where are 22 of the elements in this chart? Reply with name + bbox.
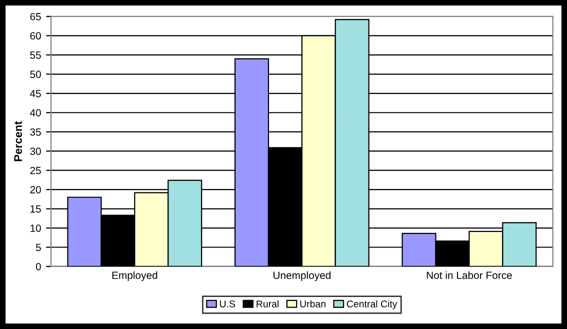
y-tick-label: 50	[30, 70, 41, 78]
y-tick-label: 45	[30, 90, 41, 98]
legend-label: Rural	[256, 300, 278, 308]
y-tick-label: 60	[30, 32, 41, 40]
y-tick-label: 55	[30, 52, 41, 59]
y-tick-label: 5	[36, 244, 41, 252]
y-tick-label: 65	[30, 12, 41, 20]
y-tick-label: 40	[30, 109, 41, 116]
x-tick-label: Not in Labor Force	[426, 271, 512, 279]
x-tick-label: Employed	[112, 271, 158, 282]
legend-label: U.S	[220, 300, 236, 308]
y-tick-label: 10	[30, 224, 41, 232]
y-tick-label: 30	[30, 148, 41, 155]
x-tick-label: Unemployed	[273, 271, 330, 282]
y-tick-label: 25	[30, 166, 41, 174]
y-tick-label: 35	[30, 128, 41, 136]
y-tick-label: 15	[30, 205, 41, 213]
y-tick-label: 0	[36, 262, 41, 270]
legend-label: Central City	[346, 300, 398, 310]
y-axis-title: Percent	[14, 121, 22, 162]
legend-label: Urban	[300, 300, 326, 308]
y-tick-label: 20	[30, 186, 41, 194]
